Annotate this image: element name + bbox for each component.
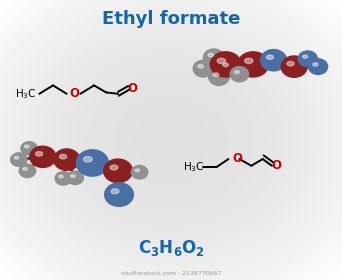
Circle shape bbox=[238, 52, 268, 77]
Circle shape bbox=[203, 49, 224, 66]
Circle shape bbox=[218, 59, 239, 76]
Circle shape bbox=[308, 59, 328, 74]
Circle shape bbox=[210, 52, 241, 77]
Circle shape bbox=[281, 56, 307, 77]
Ellipse shape bbox=[213, 73, 219, 76]
Circle shape bbox=[21, 142, 37, 155]
Ellipse shape bbox=[83, 157, 92, 162]
Ellipse shape bbox=[198, 64, 203, 68]
Ellipse shape bbox=[208, 53, 214, 57]
Ellipse shape bbox=[59, 175, 63, 178]
Ellipse shape bbox=[217, 58, 226, 64]
Text: H$_3$C: H$_3$C bbox=[183, 160, 205, 174]
Circle shape bbox=[209, 69, 229, 85]
Circle shape bbox=[131, 165, 148, 179]
Ellipse shape bbox=[245, 58, 253, 64]
Circle shape bbox=[193, 60, 214, 77]
Ellipse shape bbox=[60, 154, 67, 159]
Text: O: O bbox=[128, 82, 138, 95]
Circle shape bbox=[230, 67, 249, 82]
Circle shape bbox=[76, 150, 108, 176]
Ellipse shape bbox=[234, 71, 239, 74]
Ellipse shape bbox=[14, 156, 19, 159]
Circle shape bbox=[298, 51, 317, 67]
Text: O: O bbox=[271, 159, 281, 172]
Circle shape bbox=[54, 149, 80, 170]
Circle shape bbox=[104, 159, 132, 183]
Circle shape bbox=[19, 164, 36, 178]
Ellipse shape bbox=[110, 165, 118, 170]
Ellipse shape bbox=[71, 174, 75, 177]
Circle shape bbox=[261, 50, 287, 71]
Ellipse shape bbox=[36, 151, 43, 156]
Circle shape bbox=[30, 146, 56, 167]
Text: O: O bbox=[232, 152, 242, 165]
Text: shutterstock.com · 2138770667: shutterstock.com · 2138770667 bbox=[121, 271, 221, 276]
Ellipse shape bbox=[302, 55, 308, 58]
Circle shape bbox=[105, 183, 133, 206]
Text: $\mathbf{C_3H_6O_2}$: $\mathbf{C_3H_6O_2}$ bbox=[137, 238, 205, 258]
Text: H$_3$C: H$_3$C bbox=[15, 87, 37, 101]
Text: Ethyl formate: Ethyl formate bbox=[102, 10, 240, 28]
Ellipse shape bbox=[23, 167, 27, 170]
Ellipse shape bbox=[223, 63, 228, 67]
Circle shape bbox=[11, 153, 27, 166]
Ellipse shape bbox=[111, 189, 119, 194]
Ellipse shape bbox=[135, 169, 140, 172]
Ellipse shape bbox=[25, 145, 29, 148]
Ellipse shape bbox=[266, 55, 274, 59]
Ellipse shape bbox=[313, 63, 318, 66]
Ellipse shape bbox=[287, 61, 294, 66]
Text: O: O bbox=[69, 87, 80, 100]
Circle shape bbox=[67, 171, 83, 185]
Circle shape bbox=[55, 172, 71, 185]
